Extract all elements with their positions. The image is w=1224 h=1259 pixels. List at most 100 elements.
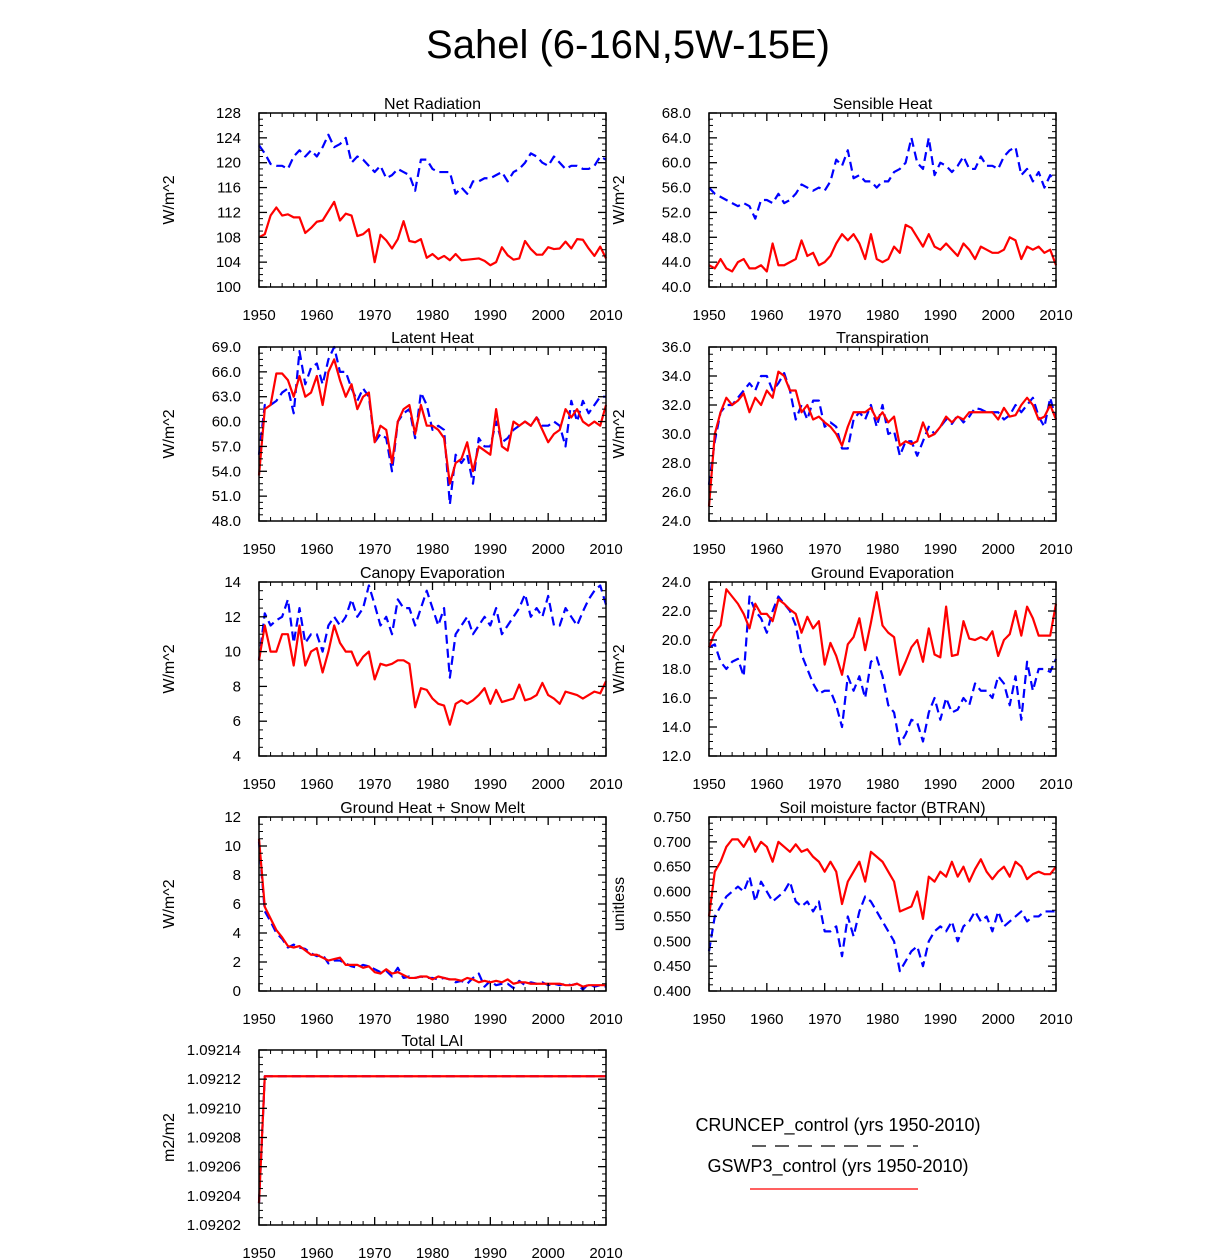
y-tick-label: 24.0 [662,574,691,591]
y-tick-label: 0.400 [653,983,691,1000]
y-tick-label: 6 [233,896,241,913]
y-tick-label: 1.09204 [187,1188,241,1205]
y-tick-label: 14 [224,574,241,591]
x-tick-label: 1970 [358,1245,391,1259]
x-tick-label: 2000 [981,776,1014,793]
panel-title: Ground Heat + Snow Melt [340,800,525,817]
y-tick-label: 0.550 [653,908,691,925]
y-tick-label: 57.0 [212,438,241,455]
x-tick-label: 1990 [924,1011,957,1028]
y-tick-label: 60.0 [662,155,691,172]
x-tick-label: 1990 [474,541,507,558]
x-tick-label: 1990 [924,541,957,558]
x-tick-label: 1980 [416,541,449,558]
x-tick-label: 1960 [300,541,333,558]
x-tick-label: 1980 [866,307,899,324]
y-tick-label: 0.500 [653,933,691,950]
y-tick-label: 10 [224,644,241,661]
y-axis-label: W/m^2 [611,175,628,224]
legend-label-cruncep: CRUNCEP_control (yrs 1950-2010) [695,1115,980,1136]
x-tick-label: 1970 [358,307,391,324]
x-tick-label: 1960 [750,776,783,793]
y-tick-label: 2 [233,954,241,971]
x-tick-label: 1990 [474,1011,507,1028]
series-line-gswp3 [257,624,607,726]
x-tick-label: 2010 [589,1011,622,1028]
x-tick-label: 1990 [924,307,957,324]
panel-title: Latent Heat [391,330,474,347]
y-tick-label: 54.0 [212,463,241,480]
y-tick-label: 56.0 [662,180,691,197]
y-tick-label: 48.0 [662,229,691,246]
series-line-gswp3 [258,200,607,267]
series-line-gswp3 [707,370,1058,507]
x-tick-label: 2010 [1039,776,1072,793]
panel-title: Soil moisture factor (BTRAN) [779,800,985,817]
panel-8: 1950 1960 1970 1980 1990 2000 2010 0.400 0.450 0.… [611,800,1073,1028]
x-tick-label: 1960 [300,307,333,324]
x-tick-label: 1970 [808,307,841,324]
x-tick-label: 1950 [692,776,725,793]
y-axis-label: W/m^2 [161,409,178,458]
y-axis-label: unitless [611,877,628,931]
x-tick-label: 2000 [531,307,564,324]
y-tick-label: 69.0 [212,339,241,356]
x-tick-label: 1970 [808,776,841,793]
y-axis-label: W/m^2 [161,175,178,224]
y-tick-label: 51.0 [212,488,241,505]
plot-frame [258,816,607,992]
panel-title: Canopy Evaporation [360,565,505,582]
y-tick-label: 12 [224,609,241,626]
x-tick-label: 2010 [589,776,622,793]
y-tick-label: 28.0 [662,455,691,472]
y-tick-label: 22.0 [662,603,691,620]
x-tick-label: 1950 [692,307,725,324]
y-tick-label: 30.0 [662,426,691,443]
y-tick-label: 6 [233,713,241,730]
y-tick-label: 1.09206 [187,1159,241,1176]
y-tick-label: 0.600 [653,884,691,901]
series-line-cruncep [708,136,1057,220]
legend-label-gswp3: GSWP3_control (yrs 1950-2010) [707,1156,968,1177]
panel-title: Transpiration [836,330,929,347]
plot-frame [708,346,1057,522]
x-tick-label: 1960 [750,307,783,324]
y-tick-label: 4 [233,748,241,765]
y-tick-label: 8 [233,867,241,884]
series-line-cruncep [707,875,1056,973]
y-tick-label: 40.0 [662,279,691,296]
x-tick-label: 1980 [866,776,899,793]
legend: CRUNCEP_control (yrs 1950-2010) GSWP3_co… [695,1115,981,1190]
y-tick-label: 0.450 [653,958,691,975]
y-tick-label: 24.0 [662,513,691,530]
x-tick-label: 1970 [808,1011,841,1028]
y-tick-label: 0.700 [653,834,691,851]
x-tick-label: 1960 [750,1011,783,1028]
y-tick-label: 32.0 [662,397,691,414]
y-tick-label: 12 [224,809,241,826]
panels: 1950 1960 1970 1980 1990 2000 2010 100 10 4 10 8 112… [161,96,1073,1259]
x-tick-label: 1950 [242,1245,275,1259]
x-tick-label: 1970 [358,541,391,558]
plot-frame [708,581,1057,757]
y-tick-label: 66.0 [212,364,241,381]
y-tick-label: 1.09214 [187,1042,241,1059]
panel-7: 1950 1960 1970 1980 1990 2000 2010 0 2 4 6 8 10 12 Gro… [161,800,623,1028]
series-line-gswp3 [708,223,1058,273]
panel-title: Sensible Heat [833,96,933,113]
y-tick-label: 116 [217,180,241,197]
x-tick-label: 1980 [416,1245,449,1259]
x-tick-label: 2000 [981,541,1014,558]
y-tick-label: 10 [224,838,241,855]
y-tick-label: 120 [216,155,241,172]
y-tick-label: 112 [217,204,241,221]
y-tick-label: 0.650 [653,859,691,876]
x-tick-label: 2010 [1039,307,1072,324]
y-tick-label: 44.0 [662,254,691,271]
x-tick-label: 1950 [692,1011,725,1028]
y-tick-label: 100 [216,279,241,296]
x-tick-label: 2000 [531,541,564,558]
x-tick-label: 1990 [924,776,957,793]
series-line-cruncep [258,133,607,195]
